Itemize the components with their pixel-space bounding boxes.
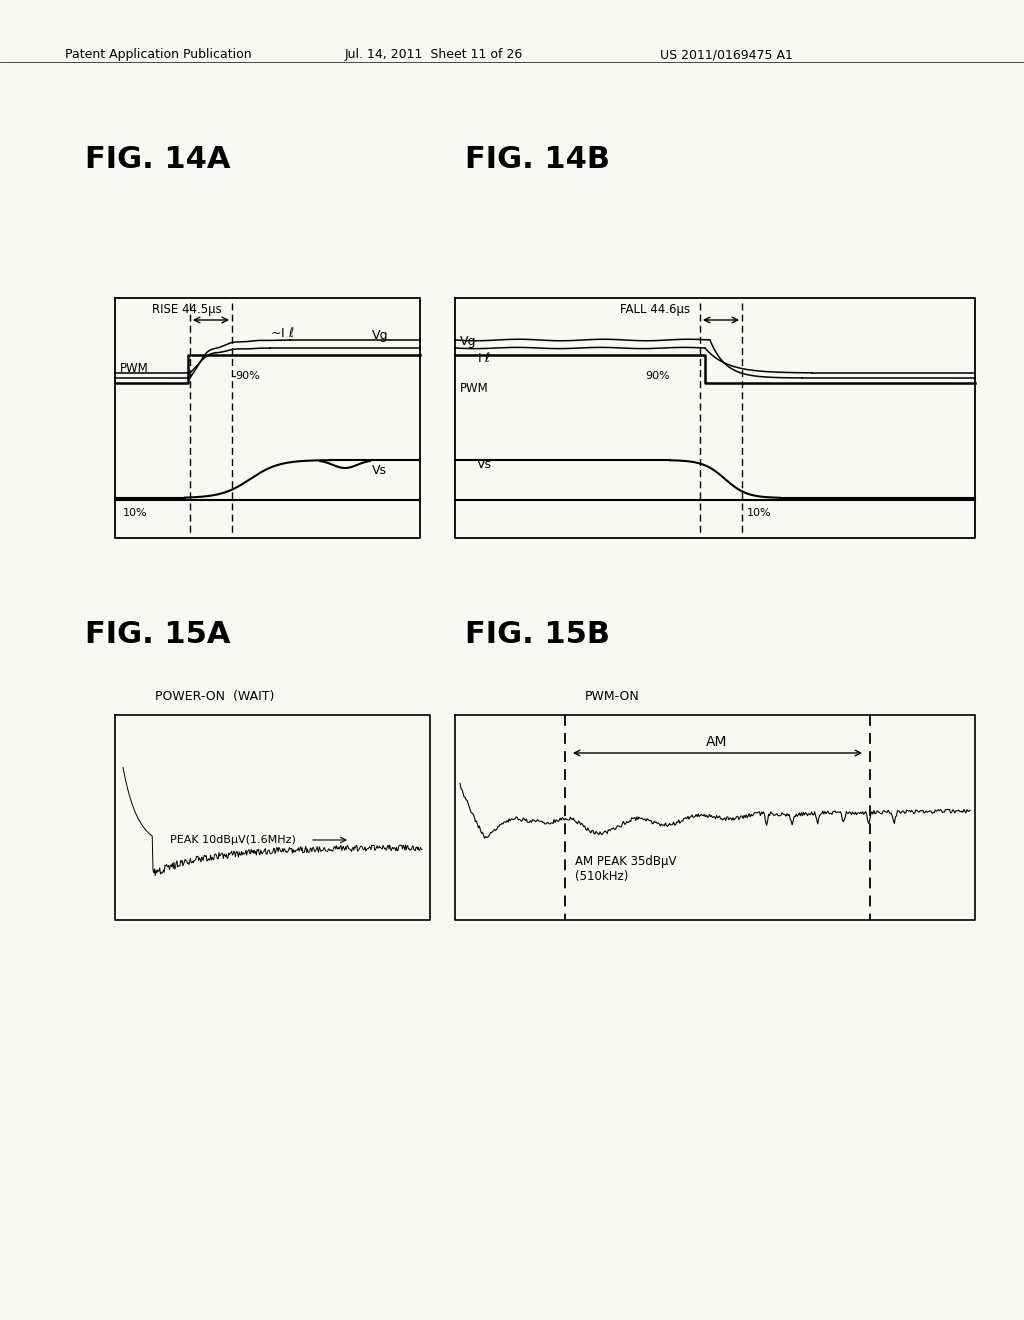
Text: 10%: 10%	[123, 508, 147, 517]
Text: ~I $\ell$: ~I $\ell$	[270, 326, 295, 341]
Text: Patent Application Publication: Patent Application Publication	[65, 48, 252, 61]
Text: PEAK 10dBμV(1.6MHz): PEAK 10dBμV(1.6MHz)	[170, 836, 296, 845]
Text: FIG. 15B: FIG. 15B	[465, 620, 610, 649]
Text: RISE 44.5μs: RISE 44.5μs	[152, 304, 222, 315]
Text: 10%: 10%	[746, 508, 772, 517]
Text: PWM: PWM	[460, 381, 488, 395]
Text: I $\ell$: I $\ell$	[477, 351, 492, 366]
Text: FIG. 15A: FIG. 15A	[85, 620, 230, 649]
Text: FIG. 14A: FIG. 14A	[85, 145, 230, 174]
Text: Vs: Vs	[372, 463, 387, 477]
Text: FIG. 14B: FIG. 14B	[465, 145, 610, 174]
Text: AM: AM	[707, 735, 728, 748]
Text: Vs: Vs	[477, 458, 492, 471]
Text: FALL 44.6μs: FALL 44.6μs	[620, 304, 690, 315]
Text: PWM: PWM	[120, 362, 148, 375]
Text: Vg: Vg	[460, 335, 476, 348]
Text: AM PEAK 35dBμV
(510kHz): AM PEAK 35dBμV (510kHz)	[575, 855, 677, 883]
Text: 90%: 90%	[645, 371, 670, 381]
Text: Vg: Vg	[372, 330, 388, 342]
Text: 90%: 90%	[234, 371, 260, 381]
Text: PWM-ON: PWM-ON	[585, 690, 640, 704]
Text: US 2011/0169475 A1: US 2011/0169475 A1	[660, 48, 793, 61]
Text: POWER-ON  (WAIT): POWER-ON (WAIT)	[155, 690, 274, 704]
Text: Jul. 14, 2011  Sheet 11 of 26: Jul. 14, 2011 Sheet 11 of 26	[345, 48, 523, 61]
